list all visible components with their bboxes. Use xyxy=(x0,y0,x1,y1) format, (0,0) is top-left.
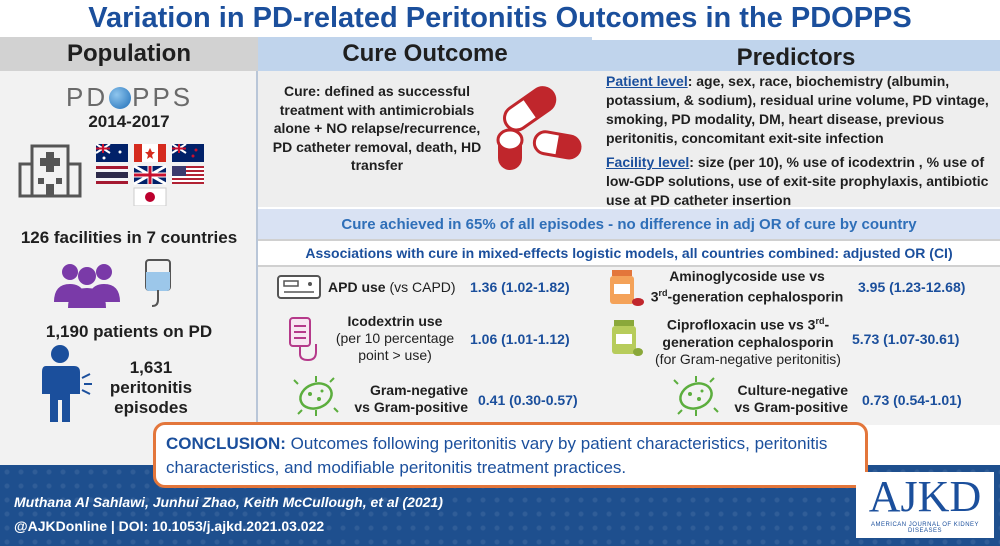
ciprofloxacin-label: Ciprofloxacin use vs 3rd- generation cep… xyxy=(648,313,848,368)
icodextrin-label: Icodextrin use (per 10 percentage point … xyxy=(320,313,470,364)
facility-level-predictors: Facility level: size (per 10), % use of … xyxy=(606,153,992,210)
apd-label-main: APD use xyxy=(328,279,386,295)
associations-header: Associations with cure in mixed-effects … xyxy=(258,239,1000,267)
population-panel xyxy=(0,71,258,465)
patient-level-predictors: Patient level: age, sex, race, biochemis… xyxy=(606,72,992,148)
ciprofloxacin-line3: (for Gram-negative peritonitis) xyxy=(655,350,841,367)
facility-level-text: : size (per 10), % use of icodextrin , %… xyxy=(606,154,989,208)
medicine-bottle-green-icon xyxy=(612,320,643,356)
journal-abbr: AJKD xyxy=(868,472,982,521)
journal-full: AMERICAN JOURNAL OF KIDNEY DISEASES xyxy=(870,522,980,534)
culture-negative-line1: Culture-negative xyxy=(737,382,848,398)
culture-negative-line2: vs Gram-positive xyxy=(734,399,848,415)
conclusion-heading: CONCLUSION: xyxy=(166,434,286,453)
people-icon xyxy=(54,264,120,308)
study-years: 2014-2017 xyxy=(88,112,170,131)
dialysis-bag-icon xyxy=(145,259,171,307)
icodextrin-line1: Icodextrin use xyxy=(347,313,443,329)
population-header: Population xyxy=(0,37,258,71)
ciprofloxacin-line1: Ciprofloxacin use vs 3rd- xyxy=(666,316,830,333)
bacteria-icon-2 xyxy=(673,376,719,416)
icodextrin-line2: (per 10 percentage xyxy=(335,330,455,346)
aminoglycoside-line1: Aminoglycoside use vs xyxy=(669,268,825,284)
medicine-bottle-icon xyxy=(610,270,644,306)
globe-icon xyxy=(109,87,132,109)
bacteria-icon xyxy=(293,376,339,416)
patient-level-label: Patient level xyxy=(606,73,688,89)
icodextrin-line3: point > use) xyxy=(358,347,432,363)
authors: Muthana Al Sahlawi, Junhui Zhao, Keith M… xyxy=(14,494,443,510)
flag-new-zealand-icon xyxy=(171,144,204,162)
episodes-number: 1,631 xyxy=(129,358,173,377)
cure-outcome-header: Cure Outcome xyxy=(258,37,592,71)
predictors-header: Predictors xyxy=(592,40,1000,74)
patient-level-text: : age, sex, race, biochemistry (albumin,… xyxy=(606,73,989,146)
gram-negative-line2: vs Gram-positive xyxy=(354,399,468,415)
culture-negative-odds-ratio: 0.73 (0.54-1.01) xyxy=(862,392,962,408)
flag-canada-icon xyxy=(134,144,166,162)
flag-japan-icon xyxy=(133,187,167,206)
apd-machine-icon xyxy=(277,275,321,299)
episodes-word2: episodes xyxy=(114,398,188,417)
page-title: Variation in PD-related Peritonitis Outc… xyxy=(88,2,912,34)
conclusion-text: Outcomes following peritonitis vary by p… xyxy=(166,434,828,477)
pills-icon xyxy=(496,86,582,170)
ciprofloxacin-line2: generation cephalosporin xyxy=(662,333,834,350)
culture-negative-label: Culture-negative vs Gram-positive xyxy=(716,382,848,416)
flag-uk-icon xyxy=(133,164,167,186)
doi-link[interactable]: @AJKDonline | DOI: 10.1053/j.ajkd.2021.0… xyxy=(14,518,325,534)
facilities-count: 126 facilities in 7 countries xyxy=(20,228,238,247)
episodes-count: 1,631 peritonitis episodes xyxy=(96,358,206,418)
cure-summary: Cure achieved in 65% of all episodes - n… xyxy=(258,207,1000,239)
facility-level-label: Facility level xyxy=(606,154,690,170)
aminoglycoside-label: Aminoglycoside use vs 3rd-generation cep… xyxy=(650,268,844,306)
gram-negative-line1: Gram-negative xyxy=(369,382,468,398)
icodextrin-bag-icon xyxy=(289,317,317,362)
ciprofloxacin-odds-ratio: 5.73 (1.07-30.61) xyxy=(852,331,960,347)
logo-text-right: PPS xyxy=(132,82,194,112)
flag-thailand-icon xyxy=(96,166,128,184)
patient-pain-icon xyxy=(42,345,92,422)
apd-odds-ratio: 1.36 (1.02-1.82) xyxy=(470,279,570,295)
patients-count: 1,190 patients on PD xyxy=(45,322,213,341)
hospital-icon xyxy=(18,144,82,198)
gram-negative-label: Gram-negative vs Gram-positive xyxy=(336,382,468,416)
conclusion-box: CONCLUSION: Outcomes following peritonit… xyxy=(153,422,868,488)
episodes-word1: peritonitis xyxy=(109,378,193,397)
icodextrin-odds-ratio: 1.06 (1.01-1.12) xyxy=(470,331,570,347)
aminoglycoside-line2: 3rd-generation cephalosporin xyxy=(650,288,844,305)
flag-australia-icon xyxy=(96,144,128,162)
apd-label: APD use (vs CAPD) xyxy=(328,279,456,296)
logo-text-left: PD xyxy=(66,82,109,112)
ajkd-logo: AJKD AMERICAN JOURNAL OF KIDNEY DISEASES xyxy=(856,472,994,538)
predictors-panel xyxy=(592,71,1000,207)
country-flags xyxy=(96,144,204,206)
flag-usa-icon xyxy=(172,166,204,184)
gram-negative-odds-ratio: 0.41 (0.30-0.57) xyxy=(478,392,578,408)
aminoglycoside-odds-ratio: 3.95 (1.23-12.68) xyxy=(858,279,966,295)
apd-label-comparison: (vs CAPD) xyxy=(385,279,456,295)
cure-definition: Cure: defined as successful treatment wi… xyxy=(272,83,482,173)
pdopps-logo: PD PPS xyxy=(66,82,193,113)
